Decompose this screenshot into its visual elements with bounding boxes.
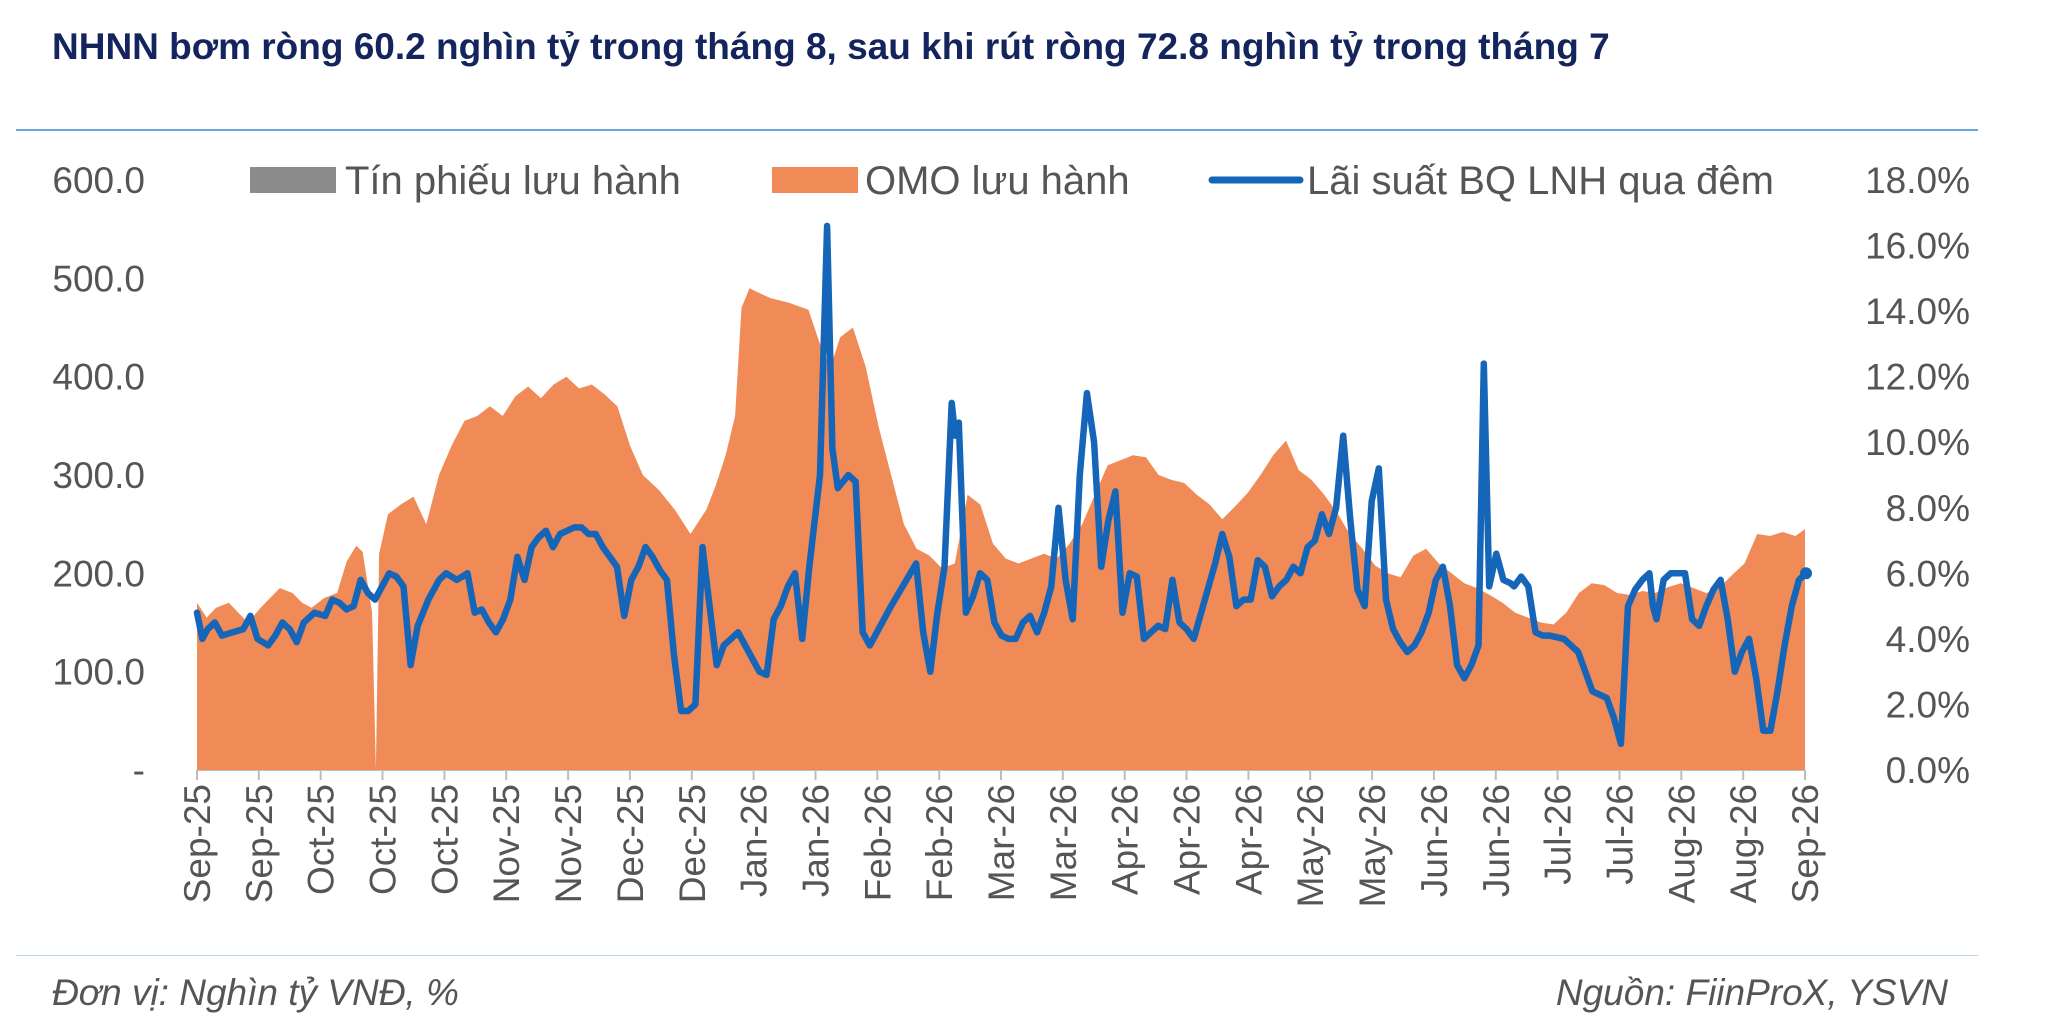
y-right-tick-label: 4.0% xyxy=(1886,619,1970,660)
legend-label-rate: Lãi suất BQ LNH qua đêm xyxy=(1307,159,1774,203)
y-right-tick-label: 12.0% xyxy=(1865,357,1970,398)
x-tick-label: Aug-26 xyxy=(1723,784,1764,903)
y-right-tick-label: 0.0% xyxy=(1886,750,1970,791)
unit-note: Đơn vị: Nghìn tỷ VNĐ, % xyxy=(52,972,459,1013)
title-divider xyxy=(16,129,1978,131)
x-tick-label: Jun-26 xyxy=(1414,784,1455,897)
x-tick-label: Apr-26 xyxy=(1167,784,1208,895)
x-tick-label: Mar-26 xyxy=(1043,784,1084,901)
x-tick-label: Dec-25 xyxy=(610,784,651,903)
x-tick-label: Oct-25 xyxy=(301,784,342,895)
x-tick-label: Jul-26 xyxy=(1538,784,1579,885)
rate-line-layer xyxy=(193,222,1812,748)
x-tick-label: Aug-26 xyxy=(1661,784,1702,903)
y-left-tick-label: 400.0 xyxy=(52,357,145,398)
rate-line-end-marker xyxy=(1800,567,1812,580)
legend-label-bills: Tín phiếu lưu hành xyxy=(345,159,681,203)
y-right-tick-label: 10.0% xyxy=(1865,422,1970,463)
omo-area xyxy=(197,288,1805,770)
rate-line xyxy=(193,222,1810,748)
x-tick-label: Sep-26 xyxy=(1785,784,1826,903)
x-tick-label: Dec-25 xyxy=(672,784,713,903)
y-right-tick-label: 2.0% xyxy=(1886,684,1970,725)
y-left-tick-label: 300.0 xyxy=(52,455,145,496)
axes: - 100.0 200.0 300.0 400.0 500.0 600.0 0.0% 2.0% 4… xyxy=(52,160,1970,907)
x-tick-label: Sep-25 xyxy=(177,784,218,903)
x-tick-label: Nov-25 xyxy=(486,784,527,903)
y-right-tick-label: 18.0% xyxy=(1865,160,1970,201)
x-tick-label: May-26 xyxy=(1290,784,1331,907)
legend-label-omo: OMO lưu hành xyxy=(865,159,1130,203)
x-tick-label: Jul-26 xyxy=(1600,784,1641,885)
y-left-tick-label: - xyxy=(133,750,145,791)
y-right-tick-label: 6.0% xyxy=(1886,553,1970,594)
x-tick-label: Apr-26 xyxy=(1105,784,1146,895)
y-left-tick-label: 500.0 xyxy=(52,258,145,299)
x-tick-label: Oct-25 xyxy=(424,784,465,895)
y-right-tick-label: 16.0% xyxy=(1865,226,1970,267)
x-tick-label: Sep-25 xyxy=(239,784,280,903)
x-tick-label: Jun-26 xyxy=(1476,784,1517,897)
x-tick-label: Feb-26 xyxy=(857,784,898,901)
chart-title: NHNN bơm ròng 60.2 nghìn tỷ trong tháng … xyxy=(52,26,1610,67)
y-right-tick-label: 8.0% xyxy=(1886,488,1970,529)
legend: Tín phiếu lưu hành OMO lưu hành Lãi suất B… xyxy=(250,159,1774,203)
x-tick-label: Feb-26 xyxy=(919,784,960,901)
x-tick-label: Jan-26 xyxy=(734,784,775,897)
y-right-tick-label: 14.0% xyxy=(1865,291,1970,332)
y-left-tick-label: 600.0 xyxy=(52,160,145,201)
x-tick-label: Mar-26 xyxy=(981,784,1022,901)
x-tick-label: Apr-26 xyxy=(1228,784,1269,895)
x-tick-label: Jan-26 xyxy=(796,784,837,897)
legend-swatch-omo xyxy=(772,167,858,193)
legend-swatch-bills xyxy=(250,167,336,193)
source-note: Nguồn: FiinProX, YSVN xyxy=(1555,972,1948,1013)
omo-area-layer xyxy=(197,288,1805,770)
x-tick-label: Oct-25 xyxy=(363,784,404,895)
footer-divider xyxy=(16,955,1978,956)
y-left-tick-label: 100.0 xyxy=(52,652,145,693)
x-tick-label: Nov-25 xyxy=(548,784,589,903)
y-left-tick-label: 200.0 xyxy=(52,553,145,594)
x-tick-label: May-26 xyxy=(1352,784,1393,907)
